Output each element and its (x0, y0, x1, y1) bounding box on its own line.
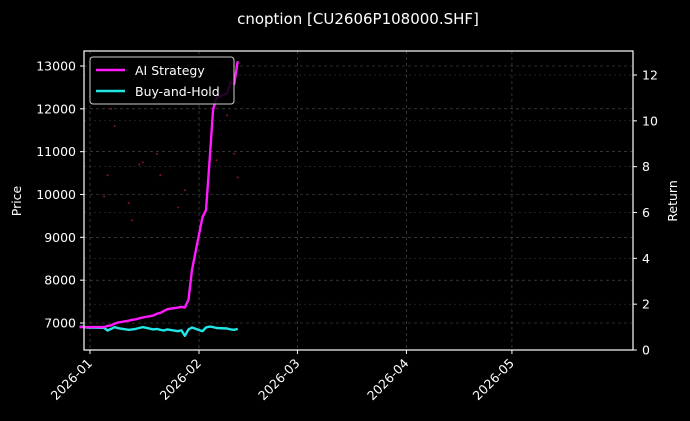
y2-axis-ticks: 0 2 4 6 8 10 12 (633, 68, 658, 358)
legend-label-strategy: AI Strategy (135, 63, 205, 78)
y2-tick-label: 6 (642, 205, 650, 220)
chart-title: cnoption [CU2606P108000.SHF] (237, 10, 479, 28)
scatter-point (110, 107, 113, 110)
y2-tick-label: 8 (642, 159, 650, 174)
y-axis-label: Price (9, 185, 24, 216)
plot-frame (83, 50, 634, 351)
y2-tick-label: 0 (642, 343, 650, 358)
y2-tick-label: 2 (642, 297, 650, 312)
legend-label-buy-hold: Buy-and-Hold (135, 84, 220, 99)
scatter-point (113, 124, 116, 127)
scatter-point (131, 219, 134, 222)
scatter-point (215, 159, 218, 162)
y-tick-label: 7000 (44, 316, 76, 331)
scatter-point (236, 176, 239, 179)
scatter-point (183, 189, 186, 192)
y-tick-label: 9000 (44, 230, 76, 245)
scatter-point (233, 152, 236, 155)
y-tick-label: 8000 (44, 273, 76, 288)
scatter-point (176, 206, 179, 209)
scatter-point (155, 152, 158, 155)
scatter-point (138, 163, 141, 166)
y-axis-ticks: 7000 8000 9000 10000 11000 12000 13000 (36, 59, 84, 331)
series-lines (79, 61, 239, 337)
y-tick-label: 13000 (36, 59, 76, 74)
y-tick-label: 11000 (36, 144, 76, 159)
legend: AI Strategy Buy-and-Hold (89, 56, 235, 105)
scatter-point (159, 174, 162, 177)
y-tick-label: 12000 (36, 101, 76, 116)
scatter-point (226, 114, 229, 117)
scatter-point (103, 195, 106, 198)
series-line-buy-and-hold (79, 325, 238, 337)
scatter-point (106, 174, 109, 177)
y2-tick-label: 10 (642, 113, 658, 128)
legend-box (89, 56, 235, 105)
y-tick-label: 10000 (36, 187, 76, 202)
scatter-point (127, 202, 130, 205)
series-line-ai-strategy (79, 61, 239, 329)
y2-tick-label: 4 (642, 251, 650, 266)
scatter-point (141, 161, 144, 164)
y2-tick-label: 12 (642, 68, 658, 83)
price-scatter (103, 107, 239, 222)
y2-axis-label: Return (665, 180, 680, 221)
